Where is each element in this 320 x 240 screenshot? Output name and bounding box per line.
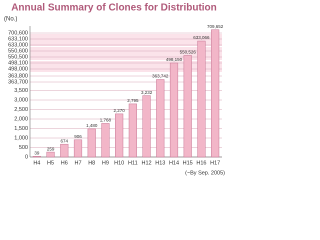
x-tick-label: H12 — [142, 160, 152, 166]
page: {"chart_data": {"type": "bar", "title": … — [4, 2, 226, 177]
bar — [169, 62, 179, 158]
bar — [60, 143, 69, 158]
note: (~By Sep. 2005) — [185, 170, 225, 176]
x-tick-label: H4 — [33, 160, 40, 166]
y-tick-label: 1,500 — [14, 126, 28, 132]
bar — [142, 95, 151, 158]
y-tick-label: 498,100 — [8, 60, 28, 66]
x-tick-label: H16 — [196, 160, 206, 166]
bar — [128, 103, 137, 158]
x-tick-label: H13 — [155, 160, 165, 166]
bar — [183, 55, 192, 158]
bar — [87, 128, 96, 158]
value-label: 363,742 — [152, 74, 169, 79]
y-axis-label: (No.) — [4, 17, 17, 23]
x-tick-label: H15 — [183, 160, 193, 166]
chart-title: Annual Summary of Clones for Distributio… — [11, 3, 217, 14]
y-tick-label: 550,600 — [8, 48, 28, 54]
bar — [197, 40, 206, 158]
y-tick-label: 363,700 — [8, 79, 28, 85]
bar — [46, 151, 55, 158]
y-tick-label: 550,500 — [8, 54, 28, 60]
x-tick-label: H8 — [88, 160, 95, 166]
y-tick-label: 2,000 — [14, 116, 28, 122]
bar — [156, 79, 165, 158]
y-tick-label: 633,100 — [8, 36, 28, 42]
value-label: 2,270 — [114, 108, 126, 113]
x-tick-label: H6 — [61, 160, 68, 166]
y-tick-label: 700,600 — [8, 30, 28, 36]
y-tick-label: 0 — [25, 154, 28, 160]
bar — [211, 29, 220, 158]
value-label: 1,768 — [100, 118, 112, 123]
value-label: 498,150 — [166, 57, 183, 62]
x-tick-label: H14 — [169, 160, 179, 166]
value-label: 550,526 — [180, 50, 197, 55]
y-tick-label: 2,500 — [14, 107, 28, 113]
x-tick-label: H17 — [210, 160, 220, 166]
value-label: 2,795 — [127, 98, 139, 103]
bar — [101, 123, 110, 158]
x-tick-label: H7 — [74, 160, 81, 166]
value-label: 906 — [74, 134, 82, 139]
y-tick-label: 3,000 — [14, 97, 28, 103]
value-label: 709,652 — [207, 24, 224, 29]
value-label: 259 — [47, 146, 55, 151]
y-tick-label: 498,000 — [8, 66, 28, 72]
axis-break-band — [30, 34, 222, 46]
chart: Annual Summary of Clones for Distributio… — [4, 3, 225, 177]
x-tick-label: H9 — [102, 160, 109, 166]
y-tick-label: 633,000 — [8, 42, 28, 48]
y-tick-label: 500 — [19, 145, 28, 151]
bar — [115, 113, 124, 158]
value-label: 674 — [61, 138, 69, 143]
y-tick-label: 1,000 — [14, 135, 28, 141]
x-tick-label: H5 — [47, 160, 54, 166]
value-label: 39 — [34, 150, 40, 155]
value-label: 633,066 — [193, 35, 210, 40]
y-tick-label: 363,800 — [8, 73, 28, 79]
y-tick-label: 3,500 — [14, 88, 28, 94]
bar — [32, 156, 41, 158]
x-tick-label: H11 — [128, 160, 138, 166]
axis-break-band — [30, 61, 222, 72]
x-tick-label: H10 — [114, 160, 124, 166]
bar — [73, 139, 83, 158]
value-label: 3,232 — [141, 90, 153, 95]
value-label: 1,480 — [86, 123, 98, 128]
